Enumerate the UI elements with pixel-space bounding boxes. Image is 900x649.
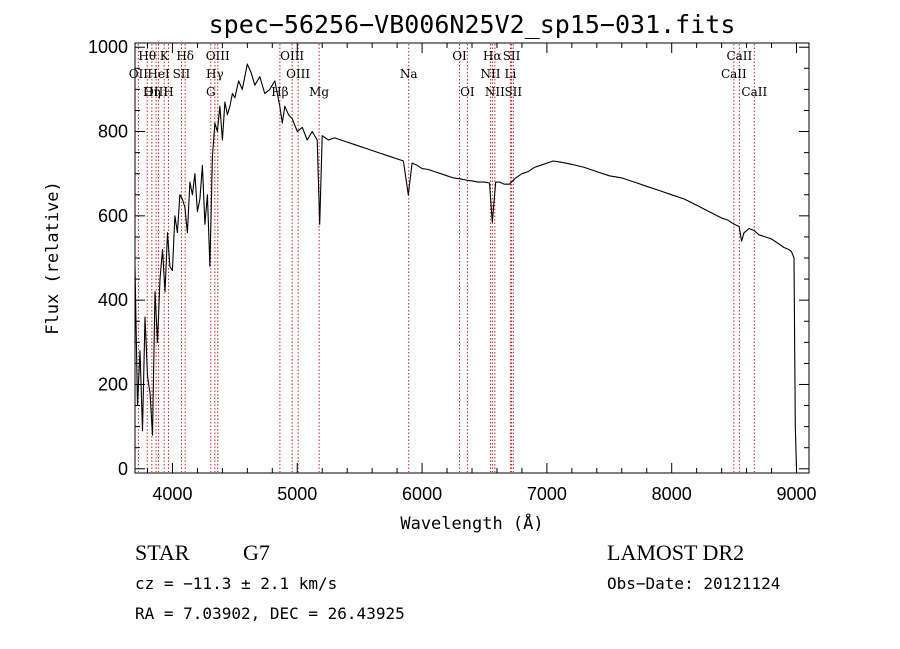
line-id-label: CaII: [726, 49, 752, 63]
spectrum-line: [134, 63, 798, 469]
line-markers: [137, 44, 755, 472]
line-id-label: OII: [129, 67, 149, 81]
y-tick-label: 1000: [88, 37, 128, 57]
line-id-label: OIII: [206, 49, 230, 63]
y-tick-label: 0: [118, 459, 128, 479]
line-id-label: CaII: [721, 67, 747, 81]
line-id-label: SII: [504, 85, 522, 99]
line-id-label: Na: [400, 67, 418, 81]
obs-date: Obs−Date: 20121124: [607, 574, 780, 593]
line-id-label: NII: [485, 85, 505, 99]
y-tick-label: 200: [98, 374, 128, 394]
line-id-label: OIII: [280, 49, 304, 63]
line-id-label: CaII: [741, 85, 767, 99]
line-id-label: OI: [452, 49, 467, 63]
x-tick-label: 5000: [277, 484, 317, 504]
line-id-label: Li: [505, 67, 517, 81]
line-id-label: Hθ: [138, 49, 156, 63]
line-id-label: K: [160, 49, 170, 63]
line-id-label: Mg: [309, 85, 329, 99]
object-subclass: G7: [243, 540, 270, 565]
x-tick-label: 6000: [402, 484, 442, 504]
line-id-label: HeI: [147, 67, 170, 81]
x-axis-label: Wavelength (Å): [400, 512, 543, 534]
redshift-info: cz = −11.3 ± 2.1 km/s: [135, 574, 337, 593]
x-axis-ticks: 4000 5000 6000 7000 8000 9000: [146, 43, 817, 504]
y-tick-label: 600: [98, 206, 128, 226]
line-id-label: NII: [480, 67, 500, 81]
y-axis-ticks: 0 200 400 600 800 1000: [88, 37, 809, 479]
x-tick-label: 9000: [776, 484, 816, 504]
chart-title: spec−56256−VB006N25V2_sp15−031.fits: [209, 10, 736, 39]
plot-frame: [134, 42, 810, 474]
line-id-label: G: [206, 85, 216, 99]
x-tick-label: 7000: [527, 484, 567, 504]
line-id-label: OI: [460, 85, 475, 99]
line-id-label: OIII: [144, 85, 168, 99]
y-tick-label: 400: [98, 290, 128, 310]
coordinates: RA = 7.03902, DEC = 26.43925: [135, 604, 405, 623]
y-axis-label: Flux (relative): [43, 181, 63, 335]
survey-name: LAMOST DR2: [607, 540, 744, 565]
line-id-label: SII: [173, 67, 191, 81]
x-tick-label: 4000: [152, 484, 192, 504]
y-tick-label: 800: [98, 122, 128, 142]
object-class: STAR: [135, 540, 190, 565]
line-id-label: Hδ: [176, 49, 194, 63]
line-id-label: Hβ: [271, 85, 288, 99]
line-id-label: Hη: [143, 85, 161, 99]
line-id-label: OIII: [286, 67, 310, 81]
x-tick-label: 8000: [652, 484, 692, 504]
line-id-label: Hα: [483, 49, 502, 63]
line-id-label: SII: [503, 49, 521, 63]
line-id-label: Hγ: [206, 67, 224, 81]
line-id-label: H: [163, 85, 173, 99]
